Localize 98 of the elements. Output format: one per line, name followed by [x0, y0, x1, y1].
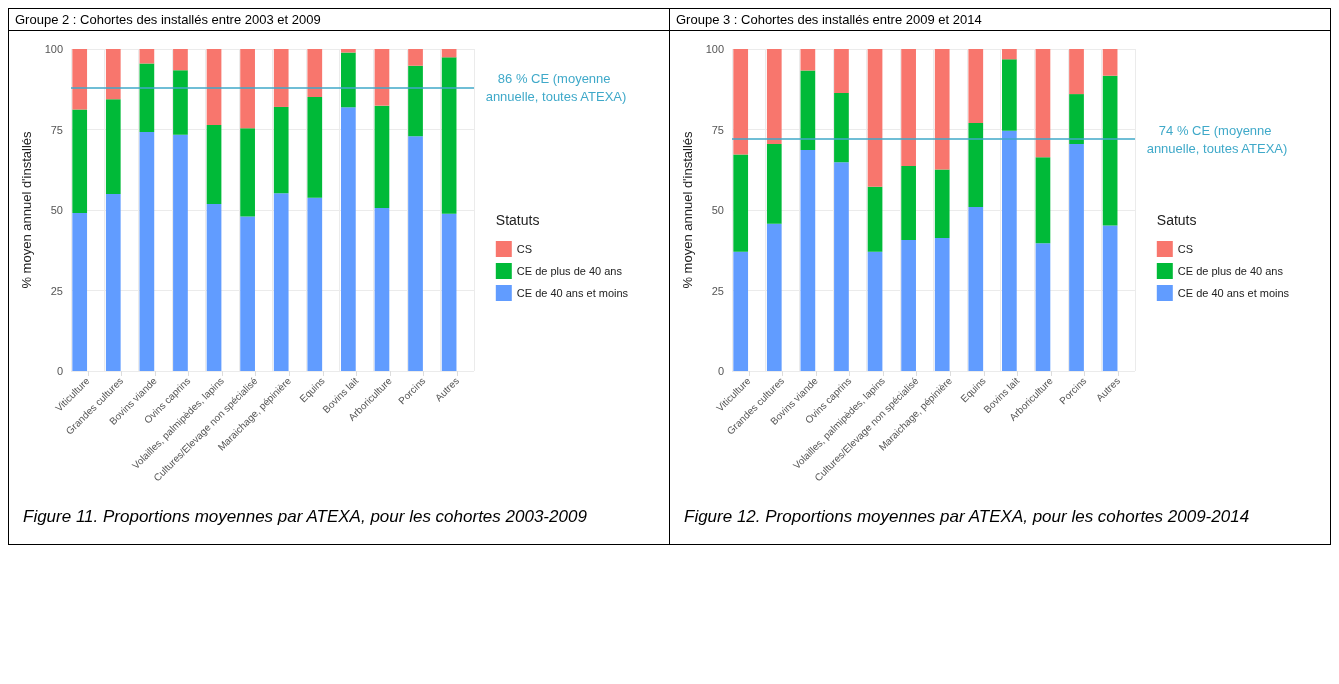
bar	[800, 150, 816, 371]
bar	[408, 136, 423, 371]
bar	[374, 49, 390, 106]
bar	[139, 63, 155, 133]
bar	[968, 123, 984, 208]
bar	[968, 207, 984, 371]
bar	[934, 169, 950, 239]
bar	[374, 208, 390, 371]
bar	[307, 49, 323, 97]
legend-title: Statuts	[495, 212, 540, 228]
bar	[273, 106, 289, 194]
bar	[408, 49, 423, 66]
bar	[1035, 49, 1051, 158]
bar	[1035, 157, 1051, 244]
bar	[72, 49, 88, 110]
bar	[867, 49, 883, 187]
bar	[105, 49, 121, 100]
bar	[968, 49, 984, 124]
y-tick-label: 50	[711, 204, 724, 216]
bar	[867, 251, 883, 371]
bar	[307, 96, 323, 198]
bar	[273, 193, 289, 371]
bar	[173, 49, 188, 71]
y-tick-label: 75	[50, 123, 63, 136]
bar	[800, 49, 816, 71]
bar	[1002, 49, 1017, 60]
y-tick-label: 25	[711, 284, 724, 297]
bar	[1069, 49, 1084, 95]
bar	[1035, 243, 1051, 371]
bar	[441, 213, 457, 371]
legend-label: CS	[516, 243, 533, 255]
bar	[206, 49, 222, 125]
bar	[206, 124, 222, 204]
y-tick-label: 50	[50, 204, 63, 216]
bar	[1069, 94, 1084, 144]
bar	[834, 93, 849, 163]
y-tick-label: 25	[50, 284, 63, 297]
y-tick-label: 75	[711, 123, 724, 136]
bar	[800, 70, 816, 151]
bar	[206, 203, 222, 371]
y-tick-label: 100	[705, 43, 724, 55]
y-axis-title: % moyen annuel d'installés	[19, 130, 34, 289]
bar	[273, 49, 289, 107]
bar	[733, 154, 749, 252]
legend-label: CE de plus de 40 ans	[516, 265, 623, 277]
bar	[834, 49, 849, 94]
bar	[834, 162, 849, 371]
bar	[173, 134, 188, 371]
legend-label: CE de 40 ans et moins	[516, 287, 629, 299]
bar	[240, 216, 255, 371]
chart-title: Groupe 2 : Cohortes des installés entre 2003 et 2009	[9, 9, 669, 31]
bar	[307, 197, 323, 371]
y-axis-title: % moyen annuel d'installés	[680, 130, 695, 289]
bar	[766, 49, 782, 144]
caption: Figure 12. Proportions moyennes par ATEXA, pour les cohortes 2009-2014	[683, 506, 1251, 528]
caption: Figure 11. Proportions moyennes par ATEXA, pour les cohortes 2003-2009	[22, 506, 588, 528]
bar	[1102, 75, 1118, 226]
bar	[139, 132, 155, 371]
ref-line-label: 86 % CE (moyenne annuelle, toutes ATEXA)	[485, 71, 627, 105]
bar	[341, 52, 356, 108]
bar	[105, 193, 121, 371]
bar	[173, 70, 188, 135]
bar	[72, 109, 88, 213]
bar	[240, 49, 255, 129]
bar	[733, 49, 749, 155]
bar	[1102, 225, 1118, 371]
bar	[105, 99, 121, 194]
bar	[139, 49, 155, 64]
bar	[901, 239, 916, 371]
bar	[901, 165, 916, 240]
bar	[441, 49, 457, 58]
bar	[934, 49, 950, 170]
y-tick-label: 0	[56, 365, 63, 377]
chart-title: Groupe 3 : Cohortes des installés entre 2009 et 2014	[670, 9, 1330, 31]
bar	[934, 238, 950, 371]
bar	[374, 105, 390, 209]
bar	[1002, 59, 1017, 131]
y-tick-label: 100	[44, 43, 63, 55]
bar	[441, 57, 457, 214]
ref-line-label: 74 % CE (moyenne annuelle, toutes ATEXA)	[1146, 122, 1288, 156]
legend-label: CS	[1177, 243, 1194, 255]
y-tick-label: 0	[717, 365, 724, 377]
bar	[1002, 130, 1017, 371]
bar	[766, 223, 782, 371]
bar	[1102, 49, 1118, 76]
bar	[341, 49, 356, 53]
bar	[766, 143, 782, 224]
bar	[408, 65, 423, 137]
bar	[901, 49, 916, 166]
legend-label: CE de 40 ans et moins	[1177, 287, 1290, 299]
bar	[867, 186, 883, 252]
legend-title: Satuts	[1156, 212, 1197, 228]
bar	[733, 251, 749, 371]
legend-label: CE de plus de 40 ans	[1177, 265, 1284, 277]
bar	[240, 128, 255, 217]
bar	[72, 212, 88, 371]
bar	[1069, 143, 1084, 371]
bar	[341, 107, 356, 371]
